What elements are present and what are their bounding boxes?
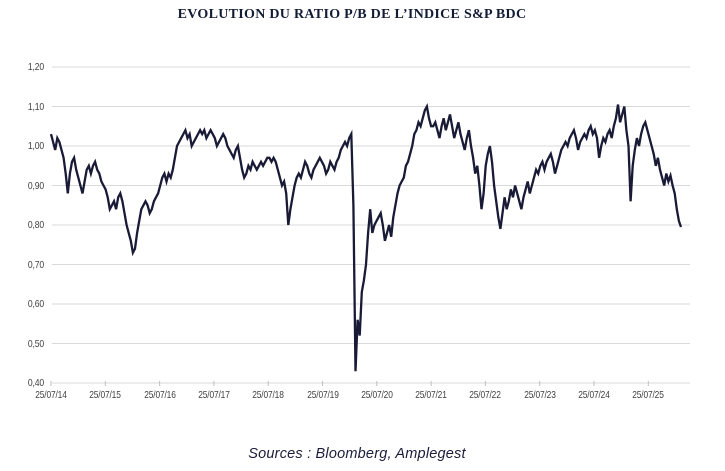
x-axis-label: 25/07/23 [523, 389, 556, 401]
y-axis-label: 1,00 [27, 140, 44, 152]
x-axis-label: 25/07/20 [361, 389, 393, 401]
x-axis-label: 25/07/22 [469, 389, 502, 401]
y-axis-label: 1,20 [27, 61, 44, 73]
x-axis-label: 25/07/17 [198, 389, 230, 401]
x-axis-label: 25/07/19 [306, 389, 339, 401]
chart-title: EVOLUTION DU RATIO P/B DE L’INDICE S&P B… [177, 7, 527, 22]
x-axis-label: 25/07/15 [89, 389, 122, 401]
x-axis-label: 25/07/14 [35, 389, 67, 401]
y-axis-label: 0,70 [27, 258, 44, 271]
y-axis-label: 0,50 [27, 337, 44, 350]
source-note: Sources : Bloomberg, Amplegest [248, 446, 466, 462]
y-axis-label: 0,60 [27, 298, 44, 310]
x-axis-label: 25/07/16 [143, 389, 176, 401]
y-axis-label: 0,80 [27, 219, 44, 231]
y-axis-label: 1,10 [27, 100, 44, 113]
x-axis-label: 25/07/24 [578, 389, 610, 401]
y-axis-label: 0,90 [27, 179, 44, 192]
x-axis-label: 25/07/18 [252, 389, 284, 401]
y-axis-label: 0,40 [27, 377, 44, 389]
pb-ratio-line [49, 103, 683, 372]
x-axis-label: 25/07/25 [632, 389, 665, 401]
x-axis-label: 25/07/21 [415, 389, 447, 401]
